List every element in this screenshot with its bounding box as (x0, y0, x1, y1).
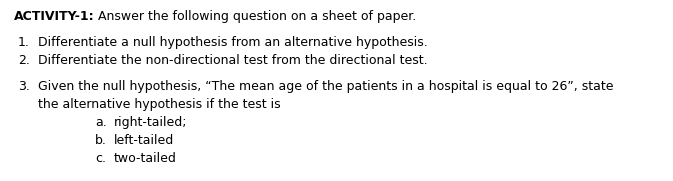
Text: right-tailed;: right-tailed; (114, 116, 188, 129)
Text: ACTIVITY-1:: ACTIVITY-1: (14, 10, 95, 23)
Text: a.: a. (95, 116, 107, 129)
Text: left-tailed: left-tailed (114, 134, 174, 147)
Text: 1.: 1. (18, 36, 30, 49)
Text: Differentiate the non-directional test from the directional test.: Differentiate the non-directional test f… (38, 54, 427, 67)
Text: 2.: 2. (18, 54, 30, 67)
Text: c.: c. (95, 152, 106, 165)
Text: Differentiate a null hypothesis from an alternative hypothesis.: Differentiate a null hypothesis from an … (38, 36, 428, 49)
Text: 3.: 3. (18, 80, 30, 93)
Text: Given the null hypothesis, “The mean age of the patients in a hospital is equal : Given the null hypothesis, “The mean age… (38, 80, 614, 93)
Text: two-tailed: two-tailed (114, 152, 177, 165)
Text: b.: b. (95, 134, 107, 147)
Text: Answer the following question on a sheet of paper.: Answer the following question on a sheet… (90, 10, 416, 23)
Text: the alternative hypothesis if the test is: the alternative hypothesis if the test i… (38, 98, 281, 111)
